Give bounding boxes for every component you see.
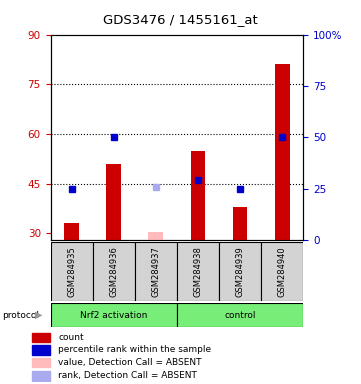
Text: GSM284937: GSM284937 (151, 246, 160, 297)
Text: GSM284940: GSM284940 (278, 247, 287, 297)
Bar (32, 345, 50, 354)
Text: Nrf2 activation: Nrf2 activation (80, 311, 147, 320)
Bar (148, 232, 163, 240)
Bar (32, 333, 50, 342)
Text: control: control (224, 311, 256, 320)
Bar (32, 371, 50, 381)
Text: GSM284935: GSM284935 (67, 246, 76, 297)
Bar (32, 358, 50, 367)
Bar (261, 242, 303, 301)
Text: rank, Detection Call = ABSENT: rank, Detection Call = ABSENT (58, 371, 197, 381)
Bar (64, 223, 79, 240)
Text: ▶: ▶ (35, 310, 42, 320)
Bar (275, 65, 290, 240)
Bar (51, 242, 93, 301)
Text: GSM284939: GSM284939 (236, 246, 244, 297)
Bar (177, 242, 219, 301)
Text: value, Detection Call = ABSENT: value, Detection Call = ABSENT (58, 358, 202, 367)
Text: GSM284936: GSM284936 (109, 246, 118, 297)
Bar (219, 242, 261, 301)
Text: percentile rank within the sample: percentile rank within the sample (58, 346, 212, 354)
Bar (93, 242, 135, 301)
Text: count: count (58, 333, 84, 342)
Bar (106, 164, 121, 240)
Text: GDS3476 / 1455161_at: GDS3476 / 1455161_at (103, 13, 258, 26)
Bar (191, 151, 205, 240)
Bar (177, 303, 303, 327)
Text: protocol: protocol (2, 311, 39, 320)
Bar (233, 207, 247, 240)
Bar (51, 303, 177, 327)
Bar (135, 242, 177, 301)
Text: GSM284938: GSM284938 (193, 246, 203, 297)
